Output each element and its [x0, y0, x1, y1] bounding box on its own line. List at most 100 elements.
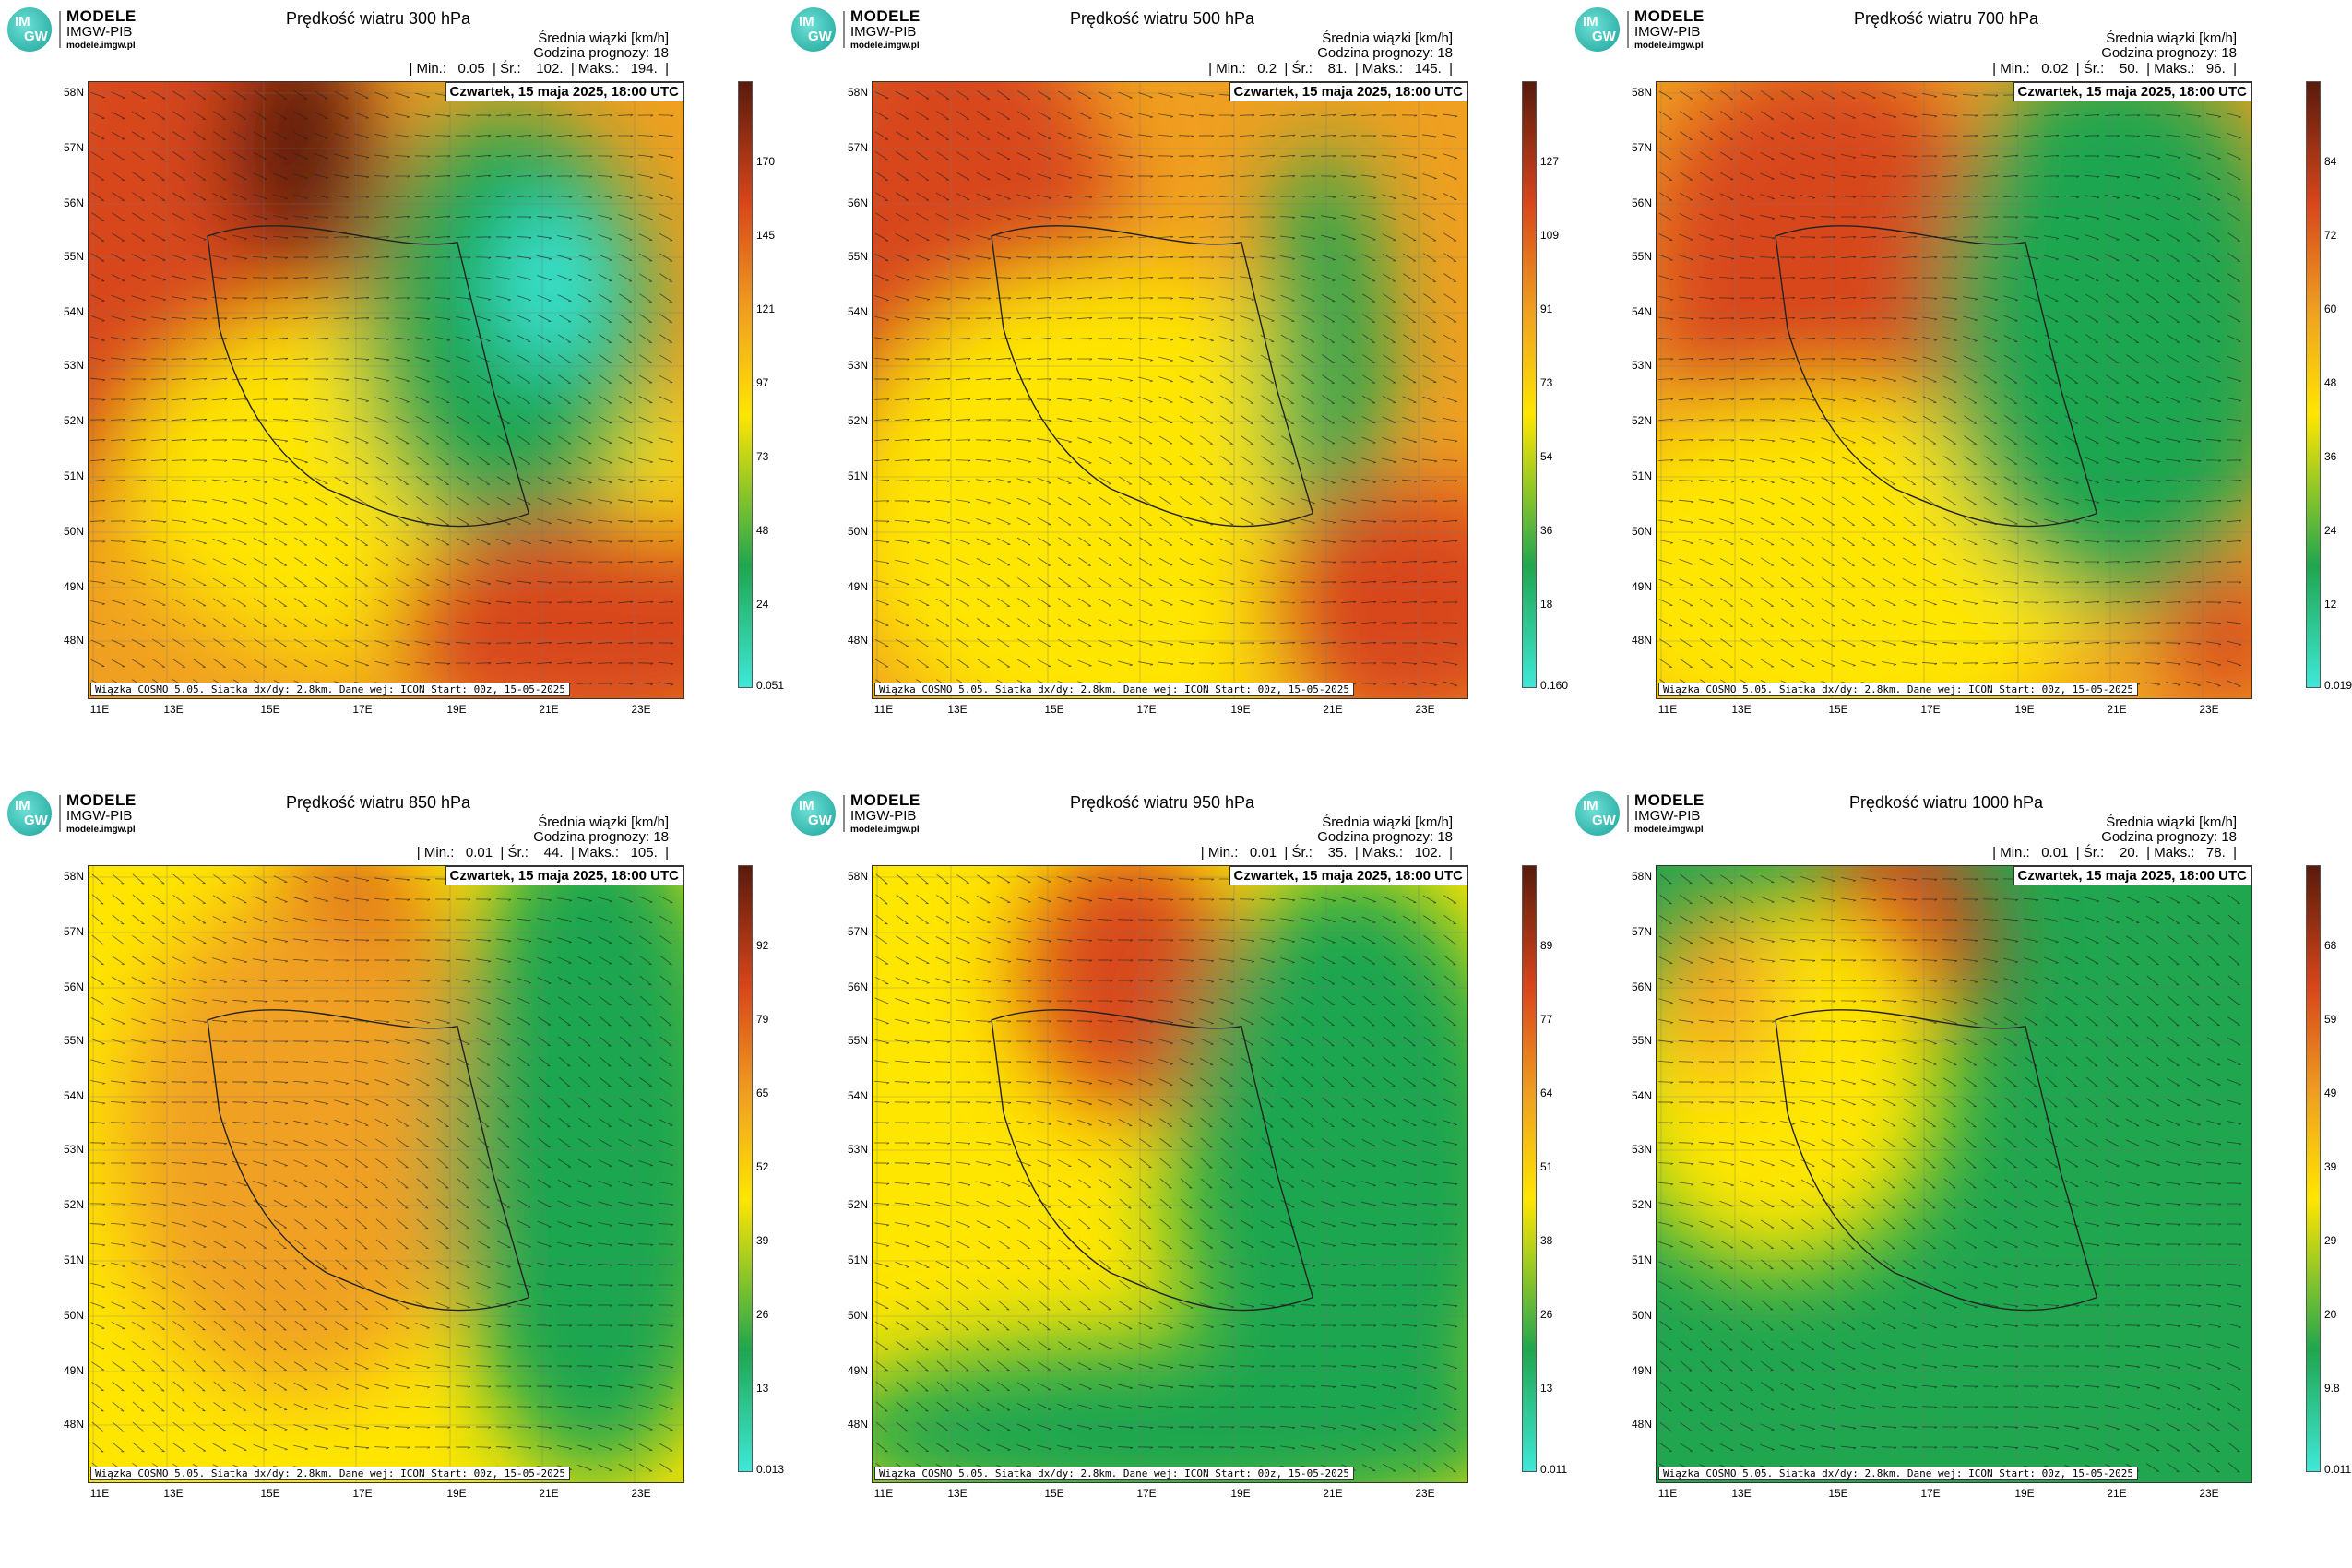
colorbar-label: 79: [756, 1013, 769, 1026]
lon-label: 21E: [539, 703, 559, 716]
wind-speed-region: [1265, 143, 1384, 576]
model-footer: Wiązka COSMO 5.05. Siatka dx/dy: 2.8km. …: [1658, 683, 2138, 696]
logo-title: MODELE: [850, 791, 921, 809]
lat-label: 58N: [847, 86, 868, 99]
wind-speed-region: [386, 513, 683, 698]
lon-label: 15E: [1044, 703, 1064, 716]
wind-speed-region: [1021, 866, 1236, 1113]
colorbar-label: 109: [1540, 229, 1560, 242]
lat-label: 48N: [1631, 1418, 1652, 1431]
lat-label: 49N: [63, 580, 84, 593]
wind-field-svg: [873, 82, 1467, 698]
panel-title: Prędkość wiatru 1000 hPa: [1848, 793, 2044, 812]
wind-panel: IM GW MODELE IMGW-PIB modele.imgw.pl Prędkość…: [784, 784, 1567, 1540]
lon-label: 23E: [2199, 1487, 2219, 1500]
panel-title: Prędkość wiatru 850 hPa: [285, 793, 471, 812]
lat-label: 58N: [63, 870, 84, 883]
lon-label: 21E: [2107, 703, 2127, 716]
forecast-date: Czwartek, 15 maja 2025, 18:00 UTC: [445, 866, 683, 885]
unit-label: Średnia wiązki [km/h]: [2106, 30, 2237, 46]
lat-label: 54N: [1631, 1089, 1652, 1102]
lat-label: 53N: [847, 1143, 868, 1156]
imgw-logo: IM GW MODELE IMGW-PIB modele.imgw.pl: [7, 7, 146, 52]
lon-label: 11E: [89, 703, 110, 716]
lat-label: 55N: [1631, 250, 1652, 263]
badge-text-bottom: GW: [24, 813, 48, 828]
lat-label: 51N: [1631, 1253, 1652, 1266]
ensemble-info: Średnia wiązki [km/h] Godzina prognozy: 1…: [533, 31, 669, 61]
logo-title: MODELE: [1634, 7, 1705, 25]
colorbar-label: 0.011: [1540, 1463, 1568, 1476]
logo-subtitle: IMGW-PIB: [66, 808, 133, 824]
colorbar-label: 72: [2324, 229, 2337, 242]
ensemble-info: Średnia wiązki [km/h] Godzina prognozy: 1…: [533, 815, 669, 845]
model-footer: Wiązka COSMO 5.05. Siatka dx/dy: 2.8km. …: [874, 683, 1354, 696]
colorbar-label: 84: [2324, 155, 2337, 168]
lon-label: 13E: [1731, 703, 1752, 716]
lat-label: 55N: [1631, 1034, 1652, 1047]
lon-label: 21E: [1323, 1487, 1343, 1500]
lon-label: 17E: [1136, 1487, 1157, 1500]
imgw-logo: IM GW MODELE IMGW-PIB modele.imgw.pl: [1575, 7, 1714, 52]
logo-subtitle: IMGW-PIB: [1634, 808, 1701, 824]
lat-label: 53N: [1631, 1143, 1652, 1156]
imgw-badge-icon: IM GW: [7, 7, 52, 52]
lat-label: 52N: [1631, 1198, 1652, 1211]
colorbar-label: 97: [756, 376, 769, 389]
lon-label: 15E: [260, 1487, 280, 1500]
logo-divider: [843, 11, 845, 48]
badge-text-top: IM: [15, 14, 30, 30]
wind-field-svg: [873, 866, 1467, 1482]
colorbar-label: 29: [2324, 1234, 2337, 1247]
logo-divider: [1627, 11, 1629, 48]
lat-label: 49N: [1631, 1364, 1652, 1377]
lat-label: 55N: [847, 250, 868, 263]
stats-line: | Min.: 0.02 | Śr.: 50. | Maks.: 96. |: [1992, 61, 2237, 77]
lat-label: 54N: [847, 1089, 868, 1102]
colorbar-label: 91: [1540, 303, 1553, 315]
lon-label: 17E: [1920, 1487, 1941, 1500]
country-border: [1775, 225, 2098, 528]
stats-line: | Min.: 0.2 | Śr.: 81. | Maks.: 145. |: [1208, 61, 1453, 77]
wind-panel: IM GW MODELE IMGW-PIB modele.imgw.pl Prędkość…: [1568, 784, 2351, 1540]
imgw-logo: IM GW MODELE IMGW-PIB modele.imgw.pl: [1575, 791, 1714, 836]
ensemble-info: Średnia wiązki [km/h] Godzina prognozy: 1…: [1317, 815, 1453, 845]
lat-label: 49N: [63, 1364, 84, 1377]
logo-title: MODELE: [850, 7, 921, 25]
lon-label: 11E: [1657, 703, 1678, 716]
country-border: [1775, 1009, 2098, 1312]
colorbar: [738, 81, 753, 688]
imgw-badge-icon: IM GW: [791, 791, 836, 836]
logo-divider: [1627, 795, 1629, 832]
wind-map: Czwartek, 15 maja 2025, 18:00 UTC Wiązka …: [872, 865, 1468, 1483]
lon-label: 11E: [1657, 1487, 1678, 1500]
logo-divider: [843, 795, 845, 832]
lat-label: 50N: [1631, 1309, 1652, 1322]
wind-arrows: [89, 90, 674, 688]
lon-label: 13E: [163, 1487, 184, 1500]
country-border: [207, 225, 530, 528]
lon-label: 21E: [539, 1487, 559, 1500]
logo-url: modele.imgw.pl: [1634, 41, 1704, 51]
lat-label: 54N: [63, 305, 84, 318]
lat-label: 51N: [63, 469, 84, 482]
colorbar-label: 26: [1540, 1308, 1553, 1321]
badge-text-bottom: GW: [1592, 813, 1616, 828]
lat-label: 53N: [847, 359, 868, 372]
lat-label: 52N: [847, 414, 868, 427]
badge-text-top: IM: [1583, 14, 1598, 30]
lat-label: 58N: [847, 870, 868, 883]
colorbar-label: 145: [756, 229, 776, 242]
panel-title: Prędkość wiatru 500 hPa: [1069, 9, 1255, 28]
imgw-badge-icon: IM GW: [7, 791, 52, 836]
unit-label: Średnia wiązki [km/h]: [538, 30, 669, 46]
colorbar-label: 12: [2324, 598, 2337, 611]
forecast-hour: Godzina prognozy: 18: [2101, 829, 2237, 845]
wind-panel: IM GW MODELE IMGW-PIB modele.imgw.pl Prędkość…: [0, 0, 784, 756]
colorbar-label: 52: [756, 1160, 769, 1173]
stats-line: | Min.: 0.01 | Śr.: 20. | Maks.: 78. |: [1992, 845, 2237, 861]
ensemble-info: Średnia wiązki [km/h] Godzina prognozy: 1…: [2101, 31, 2237, 61]
lat-label: 51N: [1631, 469, 1652, 482]
ensemble-info: Średnia wiązki [km/h] Godzina prognozy: 1…: [2101, 815, 2237, 845]
colorbar-label: 49: [2324, 1087, 2337, 1099]
